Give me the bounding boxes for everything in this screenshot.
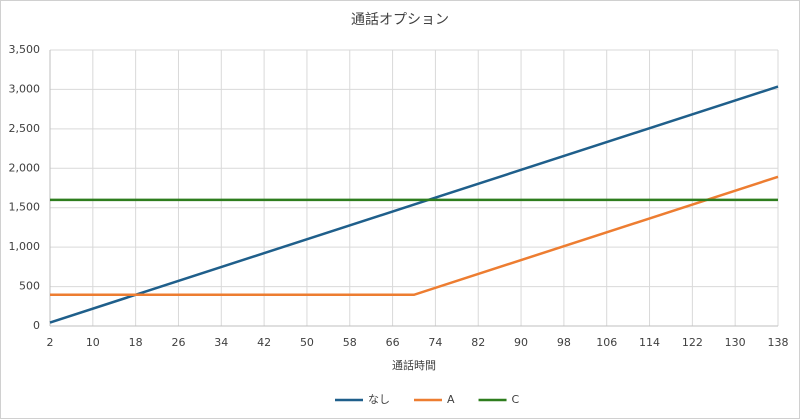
x-tick-label: 98: [557, 336, 571, 349]
x-tick-label: 66: [386, 336, 400, 349]
y-tick-label: 2,000: [9, 161, 41, 174]
x-tick-label: 122: [682, 336, 703, 349]
chart-title: 通話オプション: [351, 11, 449, 28]
x-tick-label: 26: [171, 336, 185, 349]
y-tick-label: 500: [19, 280, 40, 293]
x-tick-label: 2: [47, 336, 54, 349]
x-tick-label: 50: [300, 336, 314, 349]
x-tick-label: 10: [86, 336, 100, 349]
y-tick-label: 3,000: [9, 82, 41, 95]
y-tick-label: 0: [33, 319, 40, 332]
y-tick-label: 2,500: [9, 122, 41, 135]
x-axis-title: 通話時間: [392, 358, 436, 372]
x-tick-label: 42: [257, 336, 271, 349]
legend-label: なし: [368, 393, 390, 406]
y-tick-label: 1,000: [9, 240, 41, 253]
legend-label: A: [447, 393, 455, 406]
x-tick-label: 114: [639, 336, 660, 349]
x-tick-label: 82: [471, 336, 485, 349]
x-tick-label: 18: [129, 336, 143, 349]
series-line: [50, 175, 779, 297]
legend-label: C: [512, 393, 520, 406]
series-line: [49, 85, 779, 324]
x-tick-label: 34: [214, 336, 228, 349]
y-tick-label: 3,500: [9, 43, 41, 56]
y-tick-label: 1,500: [9, 201, 41, 214]
x-tick-label: 106: [596, 336, 617, 349]
x-tick-label: 74: [428, 336, 442, 349]
x-tick-label: 130: [725, 336, 746, 349]
x-tick-label: 138: [768, 336, 789, 349]
x-tick-label: 58: [343, 336, 357, 349]
x-tick-label: 90: [514, 336, 528, 349]
